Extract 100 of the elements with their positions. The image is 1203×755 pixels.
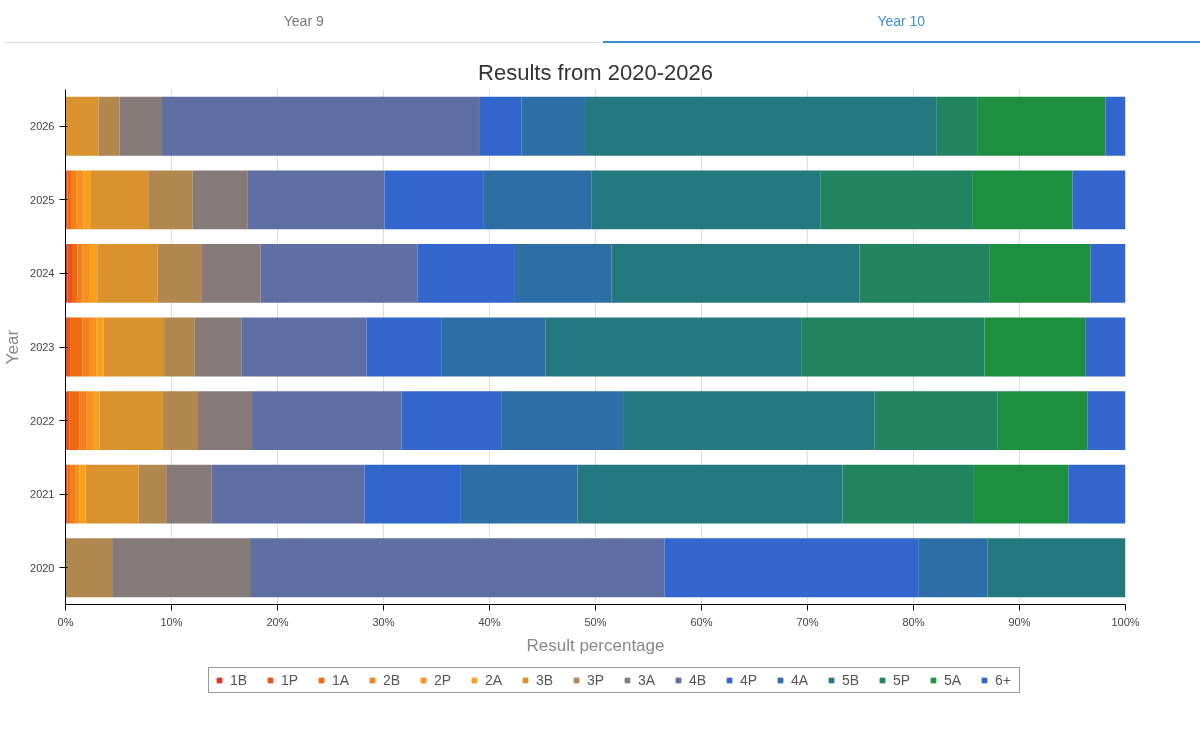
x-tick-label: 100% [1111,615,1140,628]
bar [251,538,665,598]
bar [972,170,1073,230]
bar [119,96,162,156]
y-axis-title: Year [3,329,23,365]
bar [96,317,104,377]
bar [90,170,149,230]
bar [441,317,546,377]
legend-label: 1P [281,672,300,688]
legend-label: 1B [230,672,249,688]
bar [384,170,484,230]
bar [1068,464,1126,524]
legend-label: 2P [434,672,453,688]
bar [138,464,167,524]
bar [501,391,624,450]
bar [69,391,80,450]
bar [163,391,198,450]
bar [364,464,461,524]
legend-label: 3A [638,672,657,688]
x-tick-label: 20% [266,615,289,628]
bar [401,391,502,450]
bar [82,244,90,303]
bar [65,391,70,450]
bar [112,538,251,598]
bar [514,244,612,303]
x-tick-label: 40% [478,615,501,628]
y-tick-label: 2026 [30,120,55,133]
bar [99,391,164,450]
bar [166,464,212,524]
bar [82,317,90,377]
bar [72,244,78,303]
legend-label: 4A [791,672,810,688]
legend-label: 5A [944,672,963,688]
bar [79,464,86,524]
bar [417,244,515,303]
x-tick-label: 0% [57,615,74,628]
bar [842,464,974,524]
bar [65,170,68,230]
bar [545,317,802,377]
bar [65,96,99,156]
y-tick-label: 2024 [30,267,55,280]
bar [977,96,1106,156]
bar [820,170,973,230]
legend-label: 1A [332,672,351,688]
x-tick-label: 50% [584,615,607,628]
bar [65,317,71,377]
bar [987,538,1126,598]
bar [936,96,978,156]
bar [85,464,139,524]
bar [148,170,193,230]
text: Year 10 [602,5,1200,43]
bar [989,244,1091,303]
bar [67,244,73,303]
bar [483,170,592,230]
bar [591,170,821,230]
y-tick-label: 2022 [30,414,55,427]
bar [70,464,76,524]
x-tick-label: 90% [1008,615,1031,628]
bar [194,317,242,377]
bar [201,244,261,303]
bar [1105,96,1126,156]
bar [198,391,253,450]
legend-label: 2B [383,672,402,688]
bar [984,317,1086,377]
x-tick-label: 70% [796,615,819,628]
bar [164,317,195,377]
legend-label: 3B [536,672,555,688]
y-tick-label: 2021 [30,488,55,501]
bar [93,391,100,450]
bar [521,96,586,156]
bar [801,317,985,377]
bar [664,538,919,598]
bar [70,317,83,377]
legend-label: 2A [485,672,504,688]
legend-label: 3P [587,672,606,688]
bar [1090,244,1126,303]
bar [611,244,860,303]
bar [76,170,84,230]
y-tick-label: 2023 [30,341,55,353]
bar [241,317,367,377]
y-tick-label: 2025 [30,193,55,206]
bar [247,170,385,230]
bar [89,244,98,303]
bar [161,96,480,156]
bar [86,391,94,450]
bar [366,317,442,377]
bar [260,244,418,303]
bar [83,170,91,230]
bar [997,391,1088,450]
bar [1087,391,1126,450]
y-tick-label: 2020 [30,561,55,574]
bar [103,317,165,377]
x-tick-label: 80% [902,615,925,628]
bar [98,96,120,156]
bar [75,464,80,524]
bar [577,464,843,524]
bar [859,244,990,303]
bar [79,391,87,450]
bar [97,244,158,303]
bar [192,170,248,230]
